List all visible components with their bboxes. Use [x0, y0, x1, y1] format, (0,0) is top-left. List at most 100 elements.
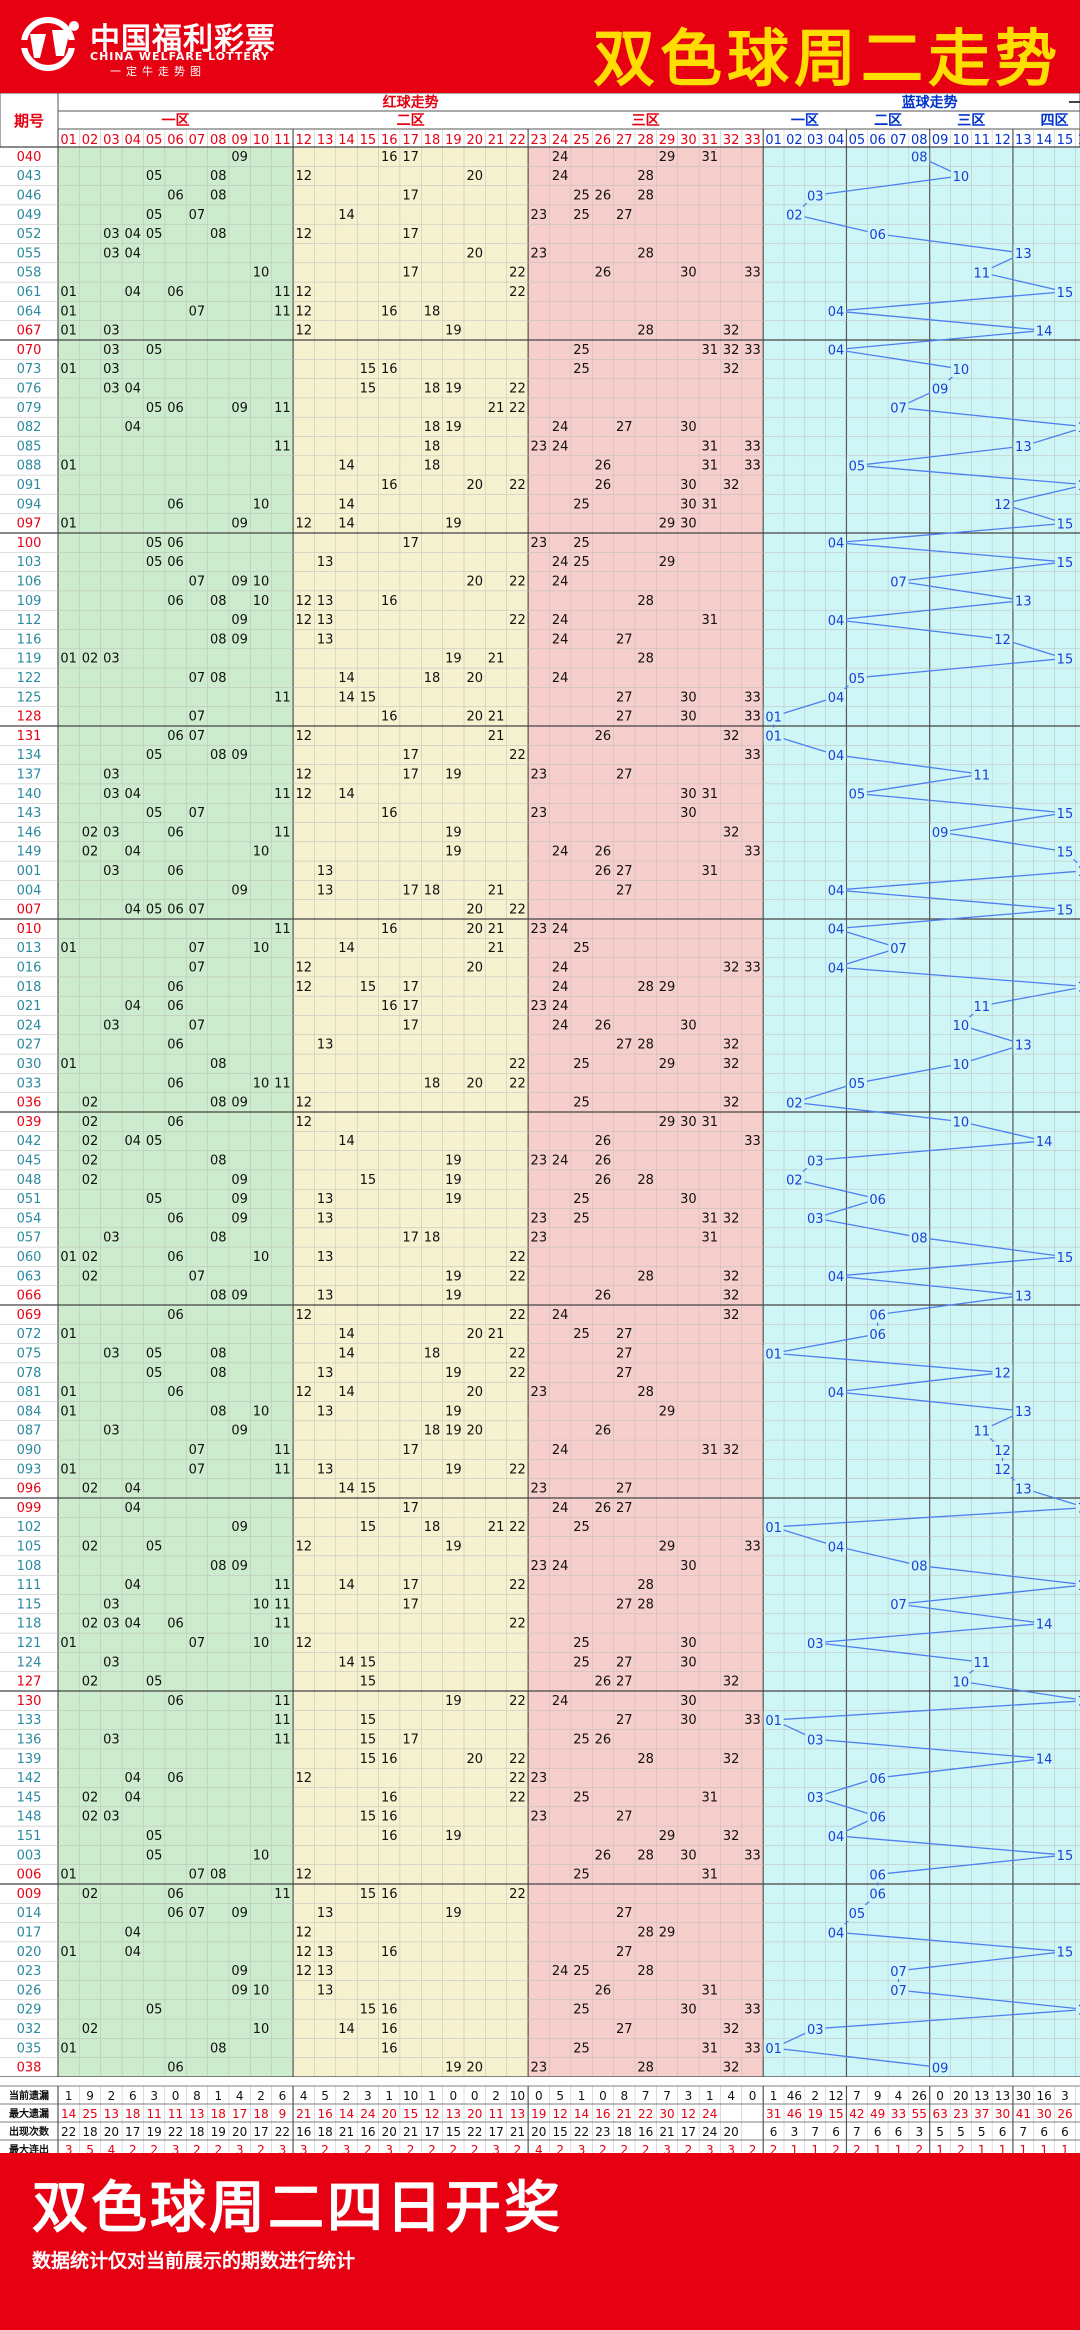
red-number-header: 07 [189, 133, 206, 148]
red-ball: 17 [402, 227, 419, 242]
blue-ball: 08 [911, 151, 928, 166]
red-number-header: 18 [424, 133, 441, 148]
stat-blue-value: 49 [870, 2107, 885, 2121]
issue-number: 075 [17, 1346, 42, 1361]
blue-ball: 13 [1015, 247, 1032, 262]
blue-ball: 16 [1077, 1502, 1080, 1517]
stat-red-value: 14 [574, 2107, 589, 2121]
blue-ball: 05 [849, 459, 866, 474]
red-ball: 26 [595, 1983, 612, 1998]
blue-ball-bg [992, 1461, 1013, 1478]
red-ball: 22 [509, 903, 526, 918]
red-ball: 29 [659, 150, 676, 165]
stat-red-value: 2 [514, 2143, 522, 2153]
stat-blue-value: 5 [957, 2125, 965, 2139]
stat-red-value: 13 [510, 2107, 525, 2121]
stat-red-value: 3 [65, 2143, 73, 2153]
stat-blue-value: 2 [811, 2089, 819, 2103]
red-ball: 33 [744, 1713, 761, 1728]
red-ball: 25 [573, 1732, 590, 1747]
blue-ball: 09 [932, 382, 949, 397]
red-ball: 11 [274, 1732, 291, 1747]
blue-ball-bg [1013, 438, 1034, 455]
issue-number: 033 [17, 1076, 42, 1091]
red-ball: 08 [210, 1057, 227, 1072]
red-ball: 15 [360, 1713, 377, 1728]
red-ball: 03 [103, 1732, 120, 1747]
red-ball: 25 [573, 1327, 590, 1342]
red-ball: 23 [531, 1482, 548, 1497]
issue-number: 016 [17, 960, 42, 975]
red-ball: 23 [531, 806, 548, 821]
red-ball: 13 [317, 1983, 334, 1998]
red-ball: 31 [702, 1231, 719, 1246]
red-ball: 25 [573, 2041, 590, 2056]
red-ball: 25 [573, 1211, 590, 1226]
issue-number: 045 [17, 1153, 42, 1168]
issue-number: 001 [17, 864, 42, 879]
blue-ball-bg [826, 1538, 847, 1555]
blue-ball-bg [784, 1171, 805, 1188]
stat-blue-value: 20 [953, 2089, 968, 2103]
red-ball: 06 [167, 729, 184, 744]
red-ball: 19 [445, 1404, 462, 1419]
red-ball: 22 [509, 1752, 526, 1767]
stat-red-value: 16 [638, 2125, 653, 2139]
red-number-header: 01 [60, 133, 77, 148]
red-ball: 07 [189, 208, 206, 223]
stat-blue-value: 7 [1020, 2125, 1028, 2139]
blue-ball: 01 [765, 730, 782, 745]
red-ball: 09 [231, 1173, 248, 1188]
blue-ball-bg [1034, 1750, 1055, 1767]
red-ball: 33 [744, 690, 761, 705]
red-ball: 09 [231, 613, 248, 628]
blue-ball-bg [846, 669, 867, 686]
stat-red-value: 4 [727, 2089, 735, 2103]
issue-number: 061 [17, 285, 42, 300]
blue-ball-bg [909, 148, 930, 165]
blue-ball: 15 [1057, 903, 1074, 918]
issue-number: 130 [17, 1694, 42, 1709]
red-ball: 22 [509, 574, 526, 589]
stat-red-value: 19 [211, 2125, 226, 2139]
red-ball: 26 [595, 1289, 612, 1304]
red-zone1-header: 一区 [162, 113, 190, 129]
red-ball: 08 [210, 1346, 227, 1361]
red-ball: 19 [445, 517, 462, 532]
blue-ball-bg [763, 727, 784, 744]
red-ball: 12 [295, 1636, 312, 1651]
blue-ball-bg [805, 2020, 826, 2037]
issue-number: 140 [17, 787, 42, 802]
red-ball: 25 [573, 1790, 590, 1805]
red-ball: 32 [723, 1829, 740, 1844]
stat-blue-value: 1 [936, 2143, 944, 2153]
red-ball: 26 [595, 845, 612, 860]
red-ball: 14 [338, 690, 355, 705]
issue-number: 094 [17, 497, 42, 512]
first-prize-header: 一等奖 [1069, 95, 1080, 111]
issue-number: 042 [17, 1134, 42, 1149]
blue-ball: 13 [1015, 595, 1032, 610]
red-ball: 26 [595, 1848, 612, 1863]
stat-red-value: 2 [321, 2143, 329, 2153]
blue-ball: 11 [973, 1000, 990, 1015]
stat-red-value: 22 [574, 2125, 589, 2139]
stat-red-value: 0 [749, 2089, 757, 2103]
blue-ball-bg [784, 1094, 805, 1111]
red-ball: 22 [509, 1694, 526, 1709]
red-ball: 22 [509, 1790, 526, 1805]
red-ball: 05 [146, 208, 163, 223]
red-ball: 26 [595, 1173, 612, 1188]
stat-red-value: 2 [620, 2143, 628, 2153]
red-ball: 25 [573, 497, 590, 512]
blue-ball: 09 [932, 2061, 949, 2076]
stat-red-value: 2 [193, 2143, 201, 2153]
red-ball: 15 [360, 381, 377, 396]
issue-number: 060 [17, 1250, 42, 1265]
blue-ball-bg [1075, 978, 1080, 995]
red-ball: 29 [659, 1539, 676, 1554]
stat-blue-value: 9 [874, 2089, 882, 2103]
stat-red-value: 16 [296, 2125, 311, 2139]
red-ball: 11 [274, 439, 291, 454]
blue-ball-bg [805, 187, 826, 204]
